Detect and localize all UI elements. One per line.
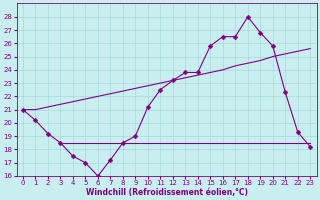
- X-axis label: Windchill (Refroidissement éolien,°C): Windchill (Refroidissement éolien,°C): [85, 188, 248, 197]
